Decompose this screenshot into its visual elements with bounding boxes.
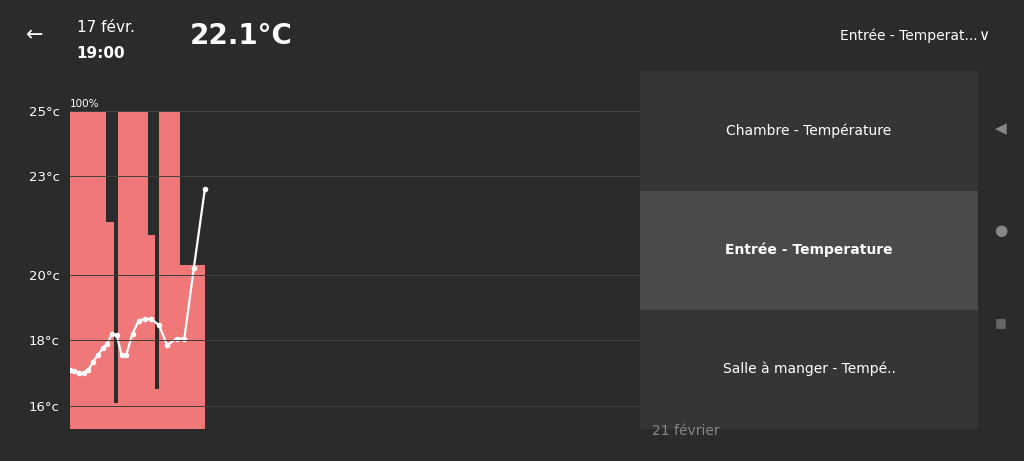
Text: Entrée - Temperat...: Entrée - Temperat... xyxy=(840,29,977,43)
Text: 22.1°C: 22.1°C xyxy=(189,22,292,50)
Bar xyxy=(640,190,978,310)
Bar xyxy=(640,71,978,190)
Text: 100%: 100% xyxy=(71,99,99,109)
Bar xyxy=(184,265,205,429)
Text: ■: ■ xyxy=(995,316,1007,329)
Text: Entrée - Temperature: Entrée - Temperature xyxy=(725,243,893,257)
Text: ←: ← xyxy=(26,26,43,46)
Bar xyxy=(70,111,105,429)
Text: Chambre - Température: Chambre - Température xyxy=(726,124,892,138)
Bar xyxy=(105,222,114,429)
Text: 17 févr.: 17 févr. xyxy=(77,20,135,35)
Bar xyxy=(640,310,978,429)
Bar xyxy=(155,390,159,429)
Text: ◀: ◀ xyxy=(995,122,1007,136)
Text: ∨: ∨ xyxy=(978,28,989,43)
Bar xyxy=(179,265,184,429)
Bar xyxy=(114,402,119,429)
Text: ●: ● xyxy=(994,223,1008,238)
Bar xyxy=(159,111,179,429)
Text: Salle à manger - Tempé..: Salle à manger - Tempé.. xyxy=(723,362,895,377)
Text: 19:00: 19:00 xyxy=(77,46,125,61)
Bar xyxy=(148,236,155,429)
Text: 21 février: 21 février xyxy=(652,424,720,438)
Bar xyxy=(119,111,148,429)
